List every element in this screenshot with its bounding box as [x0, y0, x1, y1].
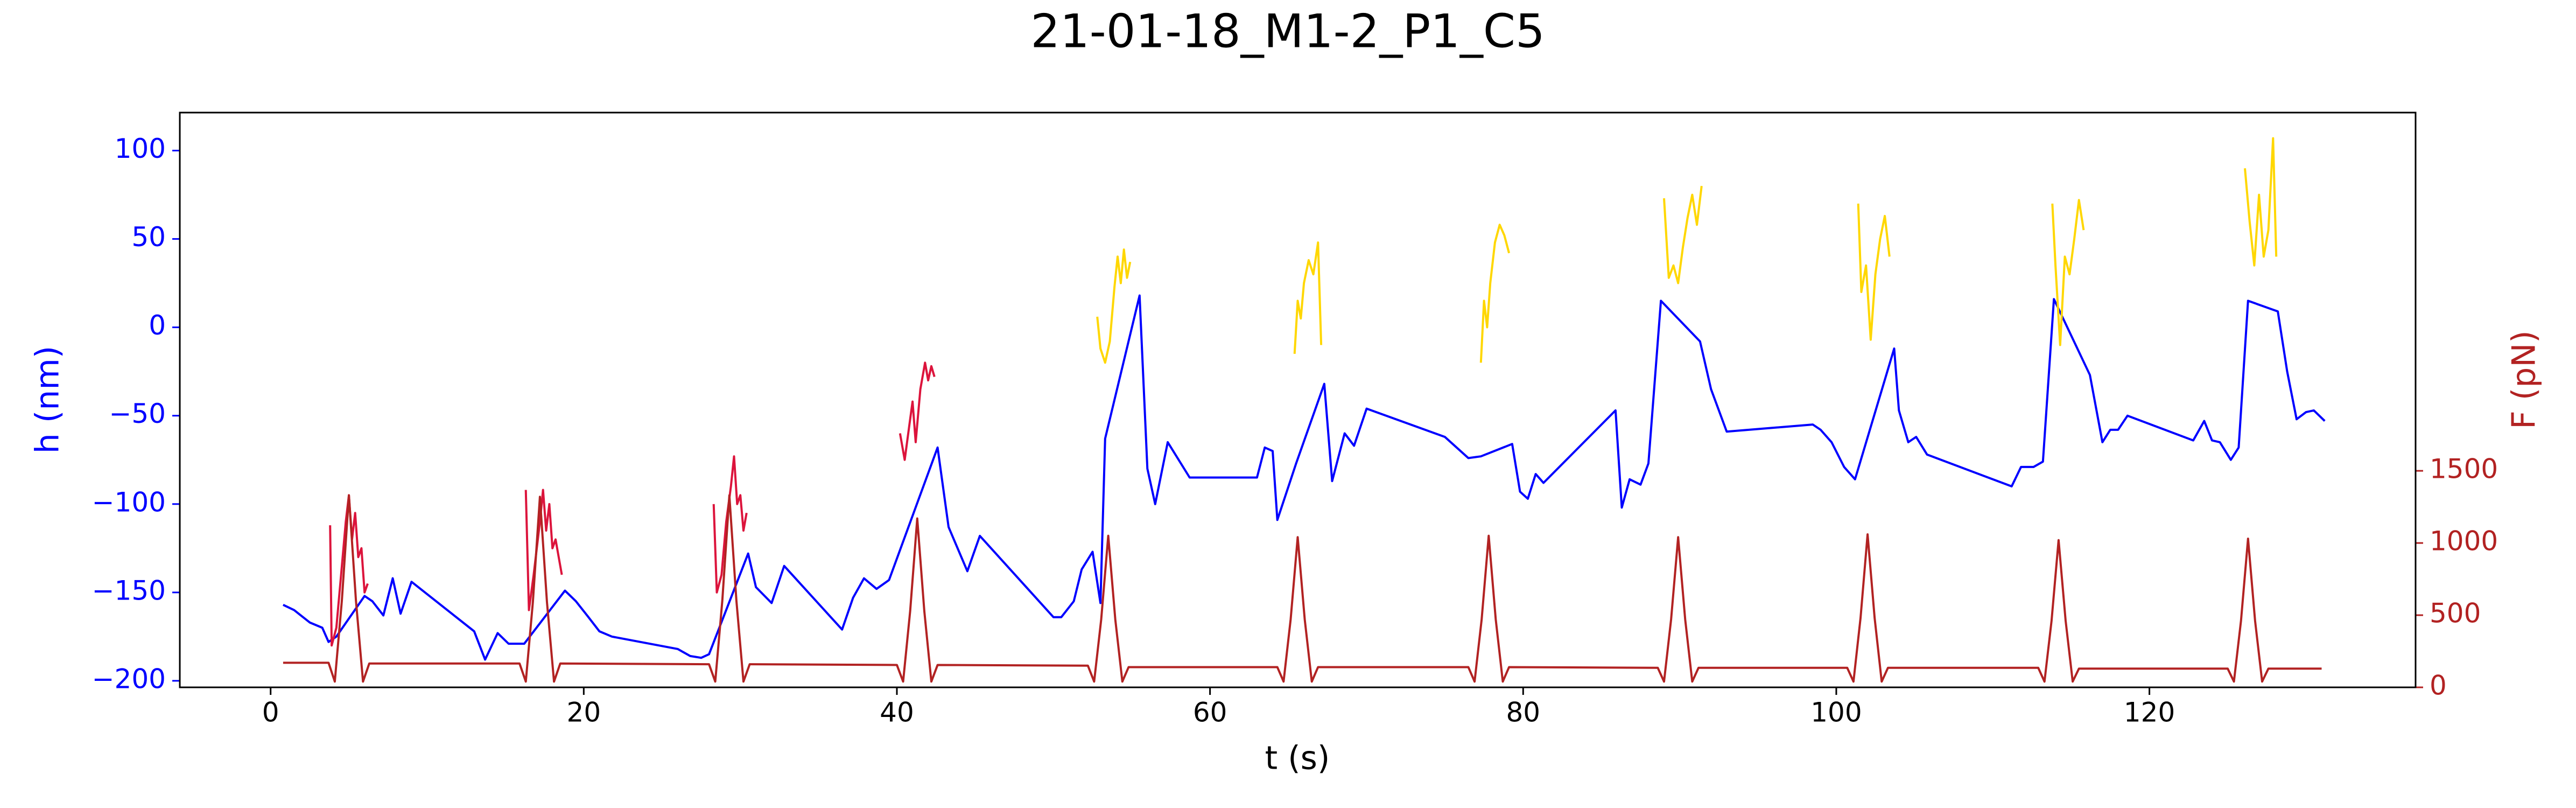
plot-frame [179, 112, 2417, 688]
x-tick-label: 80 [1506, 697, 1540, 728]
y-axis-label: h (nm) [29, 346, 67, 454]
x-tick-label: 20 [567, 697, 601, 728]
y-tick-label: −50 [109, 398, 166, 429]
data-line [329, 361, 936, 647]
data-line [283, 494, 2322, 683]
y-tick-label: 50 [131, 221, 166, 253]
y-tick-label: 0 [149, 310, 166, 341]
x-tick-label: 0 [262, 697, 279, 728]
y-tick-label: −150 [92, 575, 166, 606]
chart-title: 21-01-18_M1-2_P1_C5 [1030, 4, 1545, 58]
x-tick-label: 120 [2124, 697, 2175, 728]
y-tick-label: −100 [92, 486, 166, 518]
data-line [283, 294, 2326, 661]
y2-axis-label: F (pN) [2505, 330, 2543, 429]
x-axis-label: t (s) [1265, 740, 1330, 777]
x-tick-label: 100 [1810, 697, 1862, 728]
y2-tick-label: 1000 [2430, 526, 2498, 557]
y2-tick-label: 0 [2430, 670, 2447, 701]
y-tick-label: −200 [92, 663, 166, 694]
y2-tick-label: 1500 [2430, 454, 2498, 485]
x-tick-label: 40 [880, 697, 914, 728]
data-line [1096, 137, 2278, 364]
y-tick-label: 100 [115, 133, 166, 164]
x-tick-label: 60 [1193, 697, 1227, 728]
y2-tick-label: 500 [2430, 598, 2481, 629]
